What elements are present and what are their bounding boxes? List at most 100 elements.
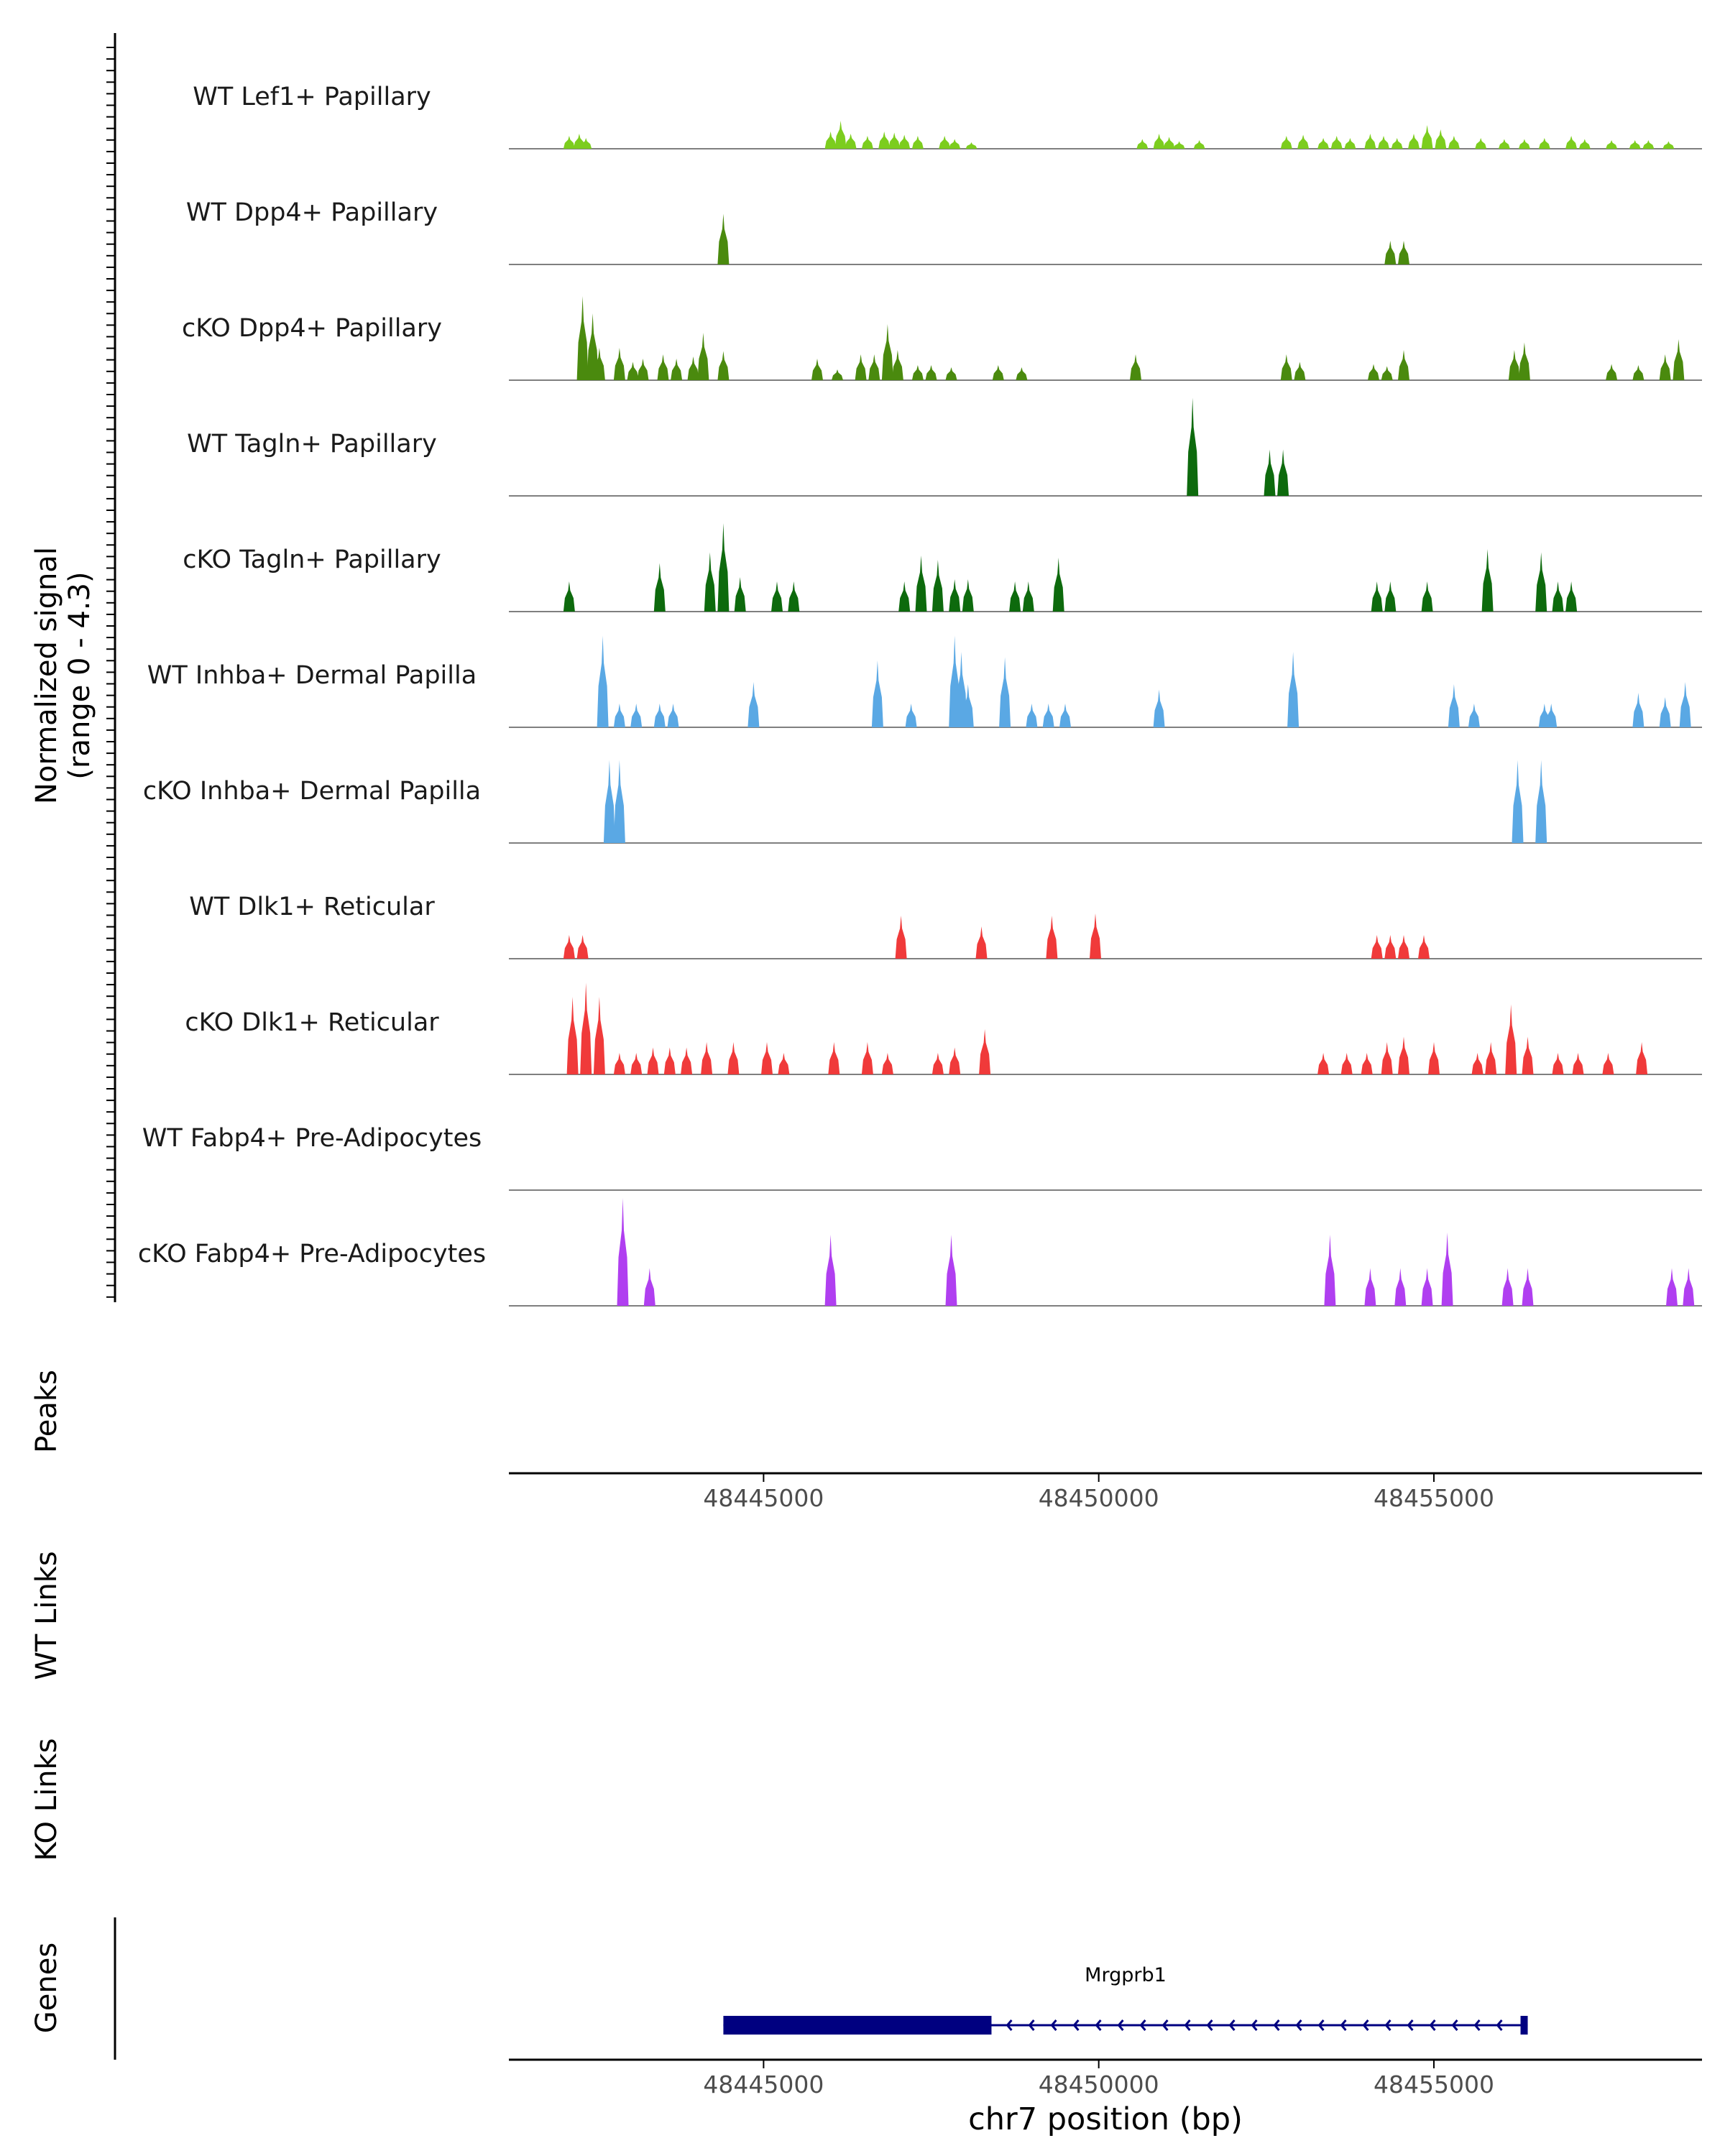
signal-peak [1364,1268,1376,1306]
track: WT Tagln+ Papillary [187,397,1702,497]
signal-peak [975,926,988,959]
signal-peak [603,760,615,843]
signal-peak [811,359,823,380]
signal-peak [1090,913,1101,959]
signal-peak [1659,697,1671,727]
track-label: cKO Inhba+ Dermal Papilla [143,777,481,806]
signal-peak [932,560,944,612]
signal-peak [1552,581,1564,612]
signal-peak [1398,1036,1409,1074]
signal-peak [898,134,911,149]
signal-peak [1565,581,1578,612]
signal-peak [845,134,857,149]
signal-peak [1673,339,1685,380]
signal-peak [898,581,911,612]
track-label: cKO Dpp4+ Papillary [182,314,442,343]
signal-peak [1368,364,1379,380]
signal-peak [1173,141,1185,149]
track-label: WT Fabp4+ Pre-Adipocytes [142,1124,482,1153]
signal-peak [576,296,589,380]
signal-peak [704,552,716,612]
track: WT Inhba+ Dermal Papilla [147,635,1702,728]
signal-peak [911,136,924,149]
signal-peak [1508,350,1520,380]
signal-peak [717,351,730,380]
signal-peak [881,1053,893,1074]
signal-peak [949,579,961,612]
signal-peak [1659,354,1671,380]
signal-peak [1317,1053,1330,1074]
signal-peak [881,324,893,380]
signal-peak [1136,139,1149,149]
signal-peak [1371,581,1383,612]
signal-peak [1398,935,1409,959]
signal-peak [1421,125,1433,149]
strand-arrow [1407,2019,1414,2031]
signal-peak [1277,449,1289,496]
signal-peak [576,935,589,959]
strand-arrow [1095,2019,1102,2031]
strand-arrow [1206,2019,1213,2031]
signal-peak [1026,704,1038,727]
track: cKO Dlk1+ Reticular [185,982,1702,1075]
track: WT Fabp4+ Pre-Adipocytes [142,1124,1702,1191]
signal-peak [1578,139,1591,149]
strand-arrow [1072,2019,1080,2031]
signal-peak [824,1235,837,1306]
signal-peak [1448,136,1460,149]
strand-arrow [1451,2019,1458,2031]
signal-peak [1009,581,1021,612]
signal-peak [1535,552,1547,612]
track: WT Lef1+ Papillary [193,83,1702,149]
signal-peak [1518,139,1530,149]
signal-peak [734,577,746,612]
signal-peak [617,1198,629,1306]
signal-peak [945,367,957,380]
signal-peak [1485,1042,1497,1074]
coverage-tracks: WT Lef1+ Papillary WT Dpp4+ Papillary cKO … [138,83,1702,1307]
strand-arrow [1473,2019,1481,2031]
strand-arrow [1429,2019,1436,2031]
signal-peak [1394,1268,1407,1306]
signal-peak [962,579,974,612]
signal-peak [861,136,873,149]
signal-peak [788,581,800,612]
signal-peak [663,1047,676,1074]
signal-peak [1679,682,1691,727]
signal-peak [613,704,625,727]
signal-peak [1632,693,1644,727]
signal-peak [949,139,961,149]
signal-peak [647,1047,659,1074]
signal-peak [630,704,643,727]
signal-peak [834,121,847,149]
signal-peak [1518,342,1530,380]
signal-peak [1535,760,1547,843]
signal-peak [965,142,978,149]
signal-peak [653,563,666,612]
signal-y-label-line1: Normalized signal [30,547,63,804]
signal-peak [717,523,730,612]
signal-y-label-line2: (range 0 - 4.3) [63,571,96,779]
signal-peak [1371,935,1383,959]
gene-exon-block [723,2016,992,2035]
signal-peak [667,704,679,727]
signal-peak [1364,134,1376,149]
signal-peak [597,635,609,727]
signal-peak [1642,140,1655,149]
signal-peak [828,1042,840,1074]
signal-peak [905,704,917,727]
signal-peak [1475,138,1487,149]
track-label: cKO Tagln+ Papillary [183,545,441,574]
signal-peak [1297,134,1310,149]
signal-peak [580,982,592,1074]
signal-peak [992,365,1004,380]
signal-peak [701,1042,713,1074]
signal-peak [1187,397,1199,496]
signal-peak [748,682,760,727]
signal-peak [1481,549,1494,612]
signal-peak [1317,138,1330,149]
signal-peak [1471,1053,1484,1074]
signal-peak [1632,365,1644,380]
signal-peak [563,581,575,612]
signal-peak [653,704,666,727]
